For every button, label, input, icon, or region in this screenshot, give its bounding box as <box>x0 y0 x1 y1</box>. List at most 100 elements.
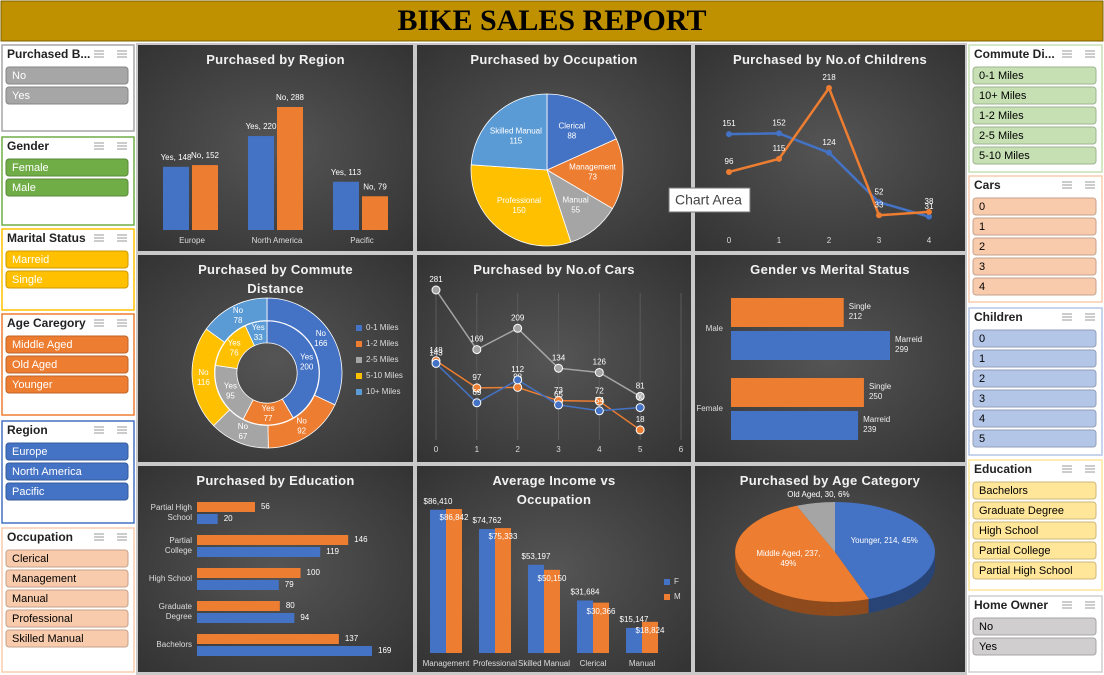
bar-label-value: 239 <box>863 425 877 434</box>
slicer-item[interactable] <box>972 277 1097 296</box>
bar-label: Marreid 299 <box>895 335 922 354</box>
x-tick-label: Management <box>423 659 470 668</box>
line <box>435 360 641 431</box>
chart-title: Average Income vs Occupation <box>492 473 616 507</box>
segment-label: Yes 200 <box>300 352 314 371</box>
slicer-item[interactable] <box>972 637 1097 656</box>
x-tick-label: 4 <box>597 445 602 454</box>
multi-select-icon <box>1062 465 1072 473</box>
slice-label-name: Clerical <box>558 122 585 131</box>
slicer-item[interactable] <box>5 158 129 177</box>
data-label: 38 <box>925 197 934 206</box>
slicer-item[interactable] <box>5 462 129 481</box>
data-label: $18,824 <box>636 626 665 635</box>
slicer-item[interactable] <box>972 126 1097 145</box>
slicer-item[interactable] <box>5 569 129 588</box>
slicer-item[interactable] <box>972 501 1097 520</box>
slicer-item[interactable] <box>5 482 129 501</box>
slicer-item[interactable] <box>972 257 1097 276</box>
bar <box>430 509 446 653</box>
slicer-item[interactable] <box>972 429 1097 448</box>
clear-filter-icon <box>117 142 127 150</box>
segment-label-value: 67 <box>238 432 247 441</box>
data-label: $86,410 <box>424 497 453 506</box>
y-tick-label: Partial High School <box>150 503 192 522</box>
slicer-item-label: Bachelors <box>979 485 1028 497</box>
slicer-item[interactable] <box>5 86 129 105</box>
pie-slice <box>835 502 935 600</box>
slicer-item-label: Single <box>12 274 43 286</box>
chart-title-box: Purchased by Age Category <box>740 473 920 488</box>
line-marker <box>726 131 732 138</box>
slicer-item[interactable] <box>972 617 1097 636</box>
legend-swatch <box>664 579 670 585</box>
slice-label-value: 115 <box>509 137 522 146</box>
line <box>435 362 641 412</box>
slice-label: Clerical 88 <box>558 122 585 141</box>
x-tick-label: North America <box>252 236 303 245</box>
slicer-item[interactable] <box>972 146 1097 165</box>
data-label: $74,762 <box>473 516 502 525</box>
slicer-item[interactable] <box>5 609 129 628</box>
data-label: 52 <box>875 187 884 196</box>
data-label: 54 <box>595 396 604 405</box>
data-label: 209 <box>511 313 525 322</box>
bar <box>197 634 339 644</box>
y-tick-label: Partial College <box>164 536 192 555</box>
line-marker <box>472 383 482 393</box>
slicer-item[interactable] <box>972 521 1097 540</box>
line <box>435 289 641 398</box>
slicer-item[interactable] <box>5 442 129 461</box>
slicer-title: Children <box>974 310 1023 324</box>
slicer-item[interactable] <box>972 349 1097 368</box>
legend-swatch <box>356 389 362 395</box>
doughnut-segment <box>205 297 268 343</box>
slicer-item[interactable] <box>972 66 1097 85</box>
multi-select-icon <box>94 142 104 150</box>
slicer-item-label: Marreid <box>12 254 49 266</box>
slicer-item[interactable] <box>5 355 129 374</box>
slicer-item[interactable] <box>972 541 1097 560</box>
slicer-item[interactable] <box>972 329 1097 348</box>
bar-label: Single 250 <box>869 382 892 401</box>
slicer-title: Region <box>7 423 48 437</box>
slicer-item[interactable] <box>972 86 1097 105</box>
legend-label: M <box>674 592 681 601</box>
slice-label: Manual 55 <box>563 196 589 215</box>
slicer-item[interactable] <box>5 66 129 85</box>
slicer-item[interactable] <box>5 549 129 568</box>
slicer-item[interactable] <box>972 481 1097 500</box>
data-label: $86,842 <box>440 513 469 522</box>
line-marker <box>926 208 932 215</box>
line-marker <box>876 199 882 206</box>
slicer-item[interactable] <box>972 369 1097 388</box>
segment-label: Yes 77 <box>262 404 275 423</box>
bar-label-value: 212 <box>849 312 863 321</box>
slicer-item[interactable] <box>5 335 129 354</box>
bar <box>528 564 544 653</box>
slicer-item[interactable] <box>5 178 129 197</box>
slicer-item[interactable] <box>5 250 129 269</box>
x-tick-label: Manual <box>629 659 655 668</box>
slicer-item[interactable] <box>972 389 1097 408</box>
slicer-item[interactable] <box>5 589 129 608</box>
segment-label: No 116 <box>197 368 210 387</box>
slice-label: Younger, 214, 45% <box>850 535 918 545</box>
slicer-item[interactable] <box>972 409 1097 428</box>
bar <box>197 568 301 578</box>
slicer-item[interactable] <box>5 629 129 648</box>
slicer-item[interactable] <box>5 270 129 289</box>
slicer-item[interactable] <box>972 106 1097 125</box>
slicer-item[interactable] <box>972 197 1097 216</box>
slicer-item[interactable] <box>972 561 1097 580</box>
chart-panel <box>695 45 965 251</box>
bar <box>642 621 658 653</box>
multi-select-icon <box>94 234 104 242</box>
slicer-item[interactable] <box>972 237 1097 256</box>
legend-label: 5-10 Miles <box>366 371 403 380</box>
pie-slice <box>470 164 572 247</box>
slicer-item[interactable] <box>972 217 1097 236</box>
slicer-item[interactable] <box>5 375 129 394</box>
line-marker <box>513 382 523 392</box>
chart-panel <box>417 255 691 462</box>
